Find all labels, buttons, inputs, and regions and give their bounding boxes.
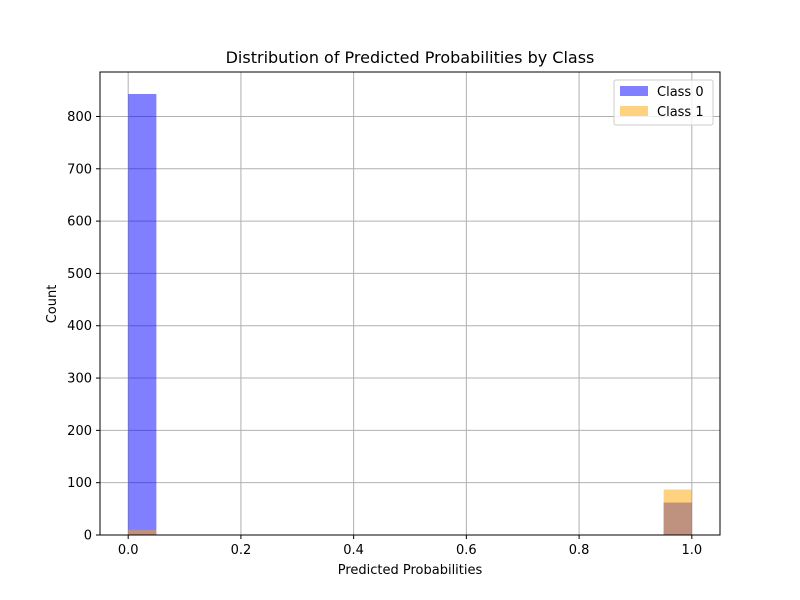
x-tick-label: 0.0 (118, 543, 139, 558)
y-tick-label: 0 (84, 529, 92, 544)
x-tick-label: 0.6 (456, 543, 477, 558)
chart-title: Distribution of Predicted Probabilities … (226, 48, 595, 67)
y-axis-title: Count (45, 285, 60, 324)
x-tick-label: 0.4 (343, 543, 364, 558)
x-axis-ticks: 0.0 0.2 0.4 0.6 0.8 1.0 (118, 535, 702, 558)
legend-swatch-class-0 (620, 86, 648, 96)
legend-label-class-1: Class 1 (657, 105, 704, 120)
legend-label-class-0: Class 0 (657, 85, 704, 100)
bar-series-1-bin-1 (663, 489, 692, 535)
x-tick-label: 1.0 (681, 543, 702, 558)
x-axis-title: Predicted Probabilities (338, 563, 483, 578)
x-tick-label: 0.2 (231, 543, 252, 558)
y-tick-label: 100 (67, 476, 92, 491)
legend-swatch-class-1 (620, 106, 648, 116)
y-tick-label: 200 (67, 424, 92, 439)
x-tick-label: 0.8 (569, 543, 590, 558)
bar-series-1-bin-0 (128, 529, 157, 535)
plot-frame (99, 71, 721, 536)
y-axis-ticks: 0 100 200 300 400 500 600 700 800 (67, 110, 100, 544)
y-tick-label: 800 (67, 110, 92, 125)
y-tick-label: 500 (67, 267, 92, 282)
grid-lines (100, 72, 720, 536)
y-tick-label: 400 (67, 319, 92, 334)
legend: Class 0 Class 1 (613, 79, 714, 126)
y-tick-label: 300 (67, 372, 92, 387)
y-tick-label: 600 (67, 215, 92, 230)
bars (128, 93, 692, 536)
y-tick-label: 700 (67, 162, 92, 177)
bar-series-0-bin-0 (128, 93, 157, 536)
